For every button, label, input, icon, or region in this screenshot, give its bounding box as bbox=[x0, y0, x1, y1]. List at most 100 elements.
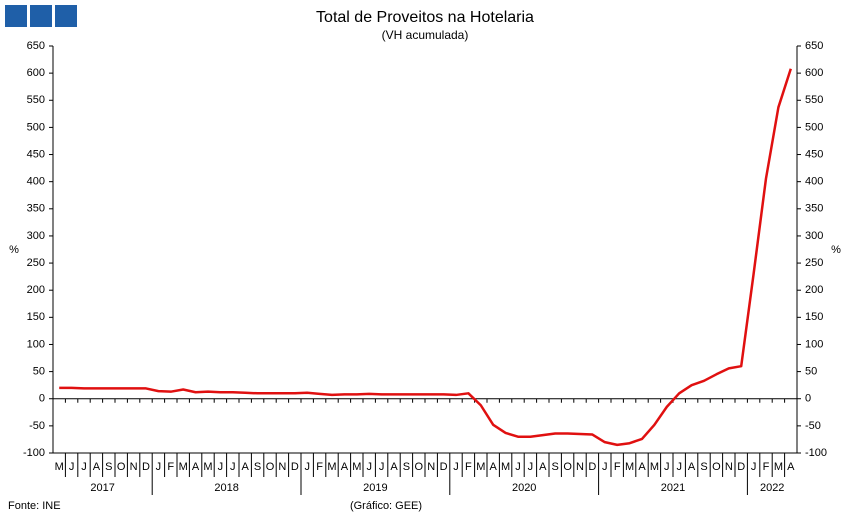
x-tick-label: M bbox=[650, 461, 659, 473]
x-tick-label: A bbox=[341, 461, 349, 473]
y2-tick-label: 500 bbox=[805, 121, 823, 133]
y2-tick-label: -100 bbox=[805, 447, 827, 459]
y-axis-label: % bbox=[9, 244, 19, 256]
y2-tick-label: 650 bbox=[805, 40, 823, 52]
x-tick-label: M bbox=[501, 461, 510, 473]
x-tick-label: O bbox=[712, 461, 721, 473]
year-label: 2017 bbox=[90, 482, 114, 494]
x-tick-label: F bbox=[465, 461, 472, 473]
data-line bbox=[59, 68, 792, 447]
y2-tick-label: 250 bbox=[805, 257, 823, 269]
x-tick-label: J bbox=[156, 461, 162, 473]
x-tick-label: J bbox=[676, 461, 682, 473]
chart-subtitle: (VH acumulada) bbox=[382, 28, 469, 42]
year-label: 2019 bbox=[363, 482, 387, 494]
x-tick-label: S bbox=[700, 461, 707, 473]
x-tick-label: F bbox=[167, 461, 174, 473]
logo-block bbox=[5, 5, 27, 27]
x-tick-label: M bbox=[352, 461, 361, 473]
x-tick-label: M bbox=[625, 461, 634, 473]
credit: (Gráfico: GEE) bbox=[350, 500, 422, 512]
x-tick-label: A bbox=[390, 461, 398, 473]
logo-block bbox=[30, 5, 52, 27]
x-tick-label: M bbox=[327, 461, 336, 473]
x-tick-label: M bbox=[774, 461, 783, 473]
y2-tick-label: 300 bbox=[805, 230, 823, 242]
y2-tick-label: 0 bbox=[805, 393, 811, 405]
y2-tick-label: -50 bbox=[805, 420, 821, 432]
x-tick-label: M bbox=[476, 461, 485, 473]
x-tick-label: O bbox=[117, 461, 126, 473]
x-tick-label: J bbox=[528, 461, 534, 473]
year-label: 2021 bbox=[661, 482, 685, 494]
y2-tick-label: 100 bbox=[805, 338, 823, 350]
y-tick-label: 150 bbox=[27, 311, 45, 323]
x-tick-label: J bbox=[602, 461, 608, 473]
y2-tick-label: 400 bbox=[805, 176, 823, 188]
year-label: 2020 bbox=[512, 482, 536, 494]
y2-tick-label: 450 bbox=[805, 148, 823, 160]
logo-block bbox=[55, 5, 77, 27]
x-tick-label: J bbox=[304, 461, 310, 473]
y-tick-label: 400 bbox=[27, 176, 45, 188]
x-tick-label: J bbox=[69, 461, 75, 473]
y-tick-label: 650 bbox=[27, 40, 45, 52]
x-tick-label: F bbox=[316, 461, 323, 473]
x-tick-label: A bbox=[242, 461, 250, 473]
x-tick-label: J bbox=[379, 461, 385, 473]
x-tick-label: A bbox=[688, 461, 696, 473]
y-tick-label: 500 bbox=[27, 121, 45, 133]
x-tick-label: D bbox=[737, 461, 745, 473]
x-tick-label: O bbox=[266, 461, 275, 473]
x-tick-label: N bbox=[427, 461, 435, 473]
x-tick-label: M bbox=[55, 461, 64, 473]
x-tick-label: S bbox=[552, 461, 559, 473]
y-tick-label: 250 bbox=[27, 257, 45, 269]
x-tick-label: M bbox=[203, 461, 212, 473]
x-tick-label: J bbox=[515, 461, 521, 473]
x-tick-label: J bbox=[453, 461, 459, 473]
y2-tick-label: 50 bbox=[805, 366, 817, 378]
x-tick-label: A bbox=[192, 461, 200, 473]
source: Fonte: INE bbox=[8, 500, 61, 512]
x-tick-label: N bbox=[576, 461, 584, 473]
x-tick-label: J bbox=[81, 461, 87, 473]
x-tick-label: M bbox=[179, 461, 188, 473]
y-tick-label: 0 bbox=[39, 393, 45, 405]
x-tick-label: A bbox=[638, 461, 646, 473]
x-tick-label: N bbox=[130, 461, 138, 473]
y-tick-label: 100 bbox=[27, 338, 45, 350]
y-tick-label: -100 bbox=[23, 447, 45, 459]
x-tick-label: D bbox=[142, 461, 150, 473]
y2-tick-label: 350 bbox=[805, 203, 823, 215]
x-tick-label: O bbox=[563, 461, 572, 473]
year-label: 2018 bbox=[214, 482, 238, 494]
x-tick-label: F bbox=[763, 461, 770, 473]
y-tick-label: 600 bbox=[27, 67, 45, 79]
x-tick-label: D bbox=[291, 461, 299, 473]
x-tick-label: N bbox=[725, 461, 733, 473]
y-tick-label: 550 bbox=[27, 94, 45, 106]
x-tick-label: A bbox=[93, 461, 101, 473]
y2-tick-label: 200 bbox=[805, 284, 823, 296]
x-tick-label: S bbox=[403, 461, 410, 473]
x-tick-label: D bbox=[588, 461, 596, 473]
x-tick-label: D bbox=[440, 461, 448, 473]
x-tick-label: A bbox=[490, 461, 498, 473]
y-tick-label: 50 bbox=[33, 366, 45, 378]
x-tick-label: S bbox=[105, 461, 112, 473]
y-tick-label: -50 bbox=[29, 420, 45, 432]
y2-tick-label: 150 bbox=[805, 311, 823, 323]
y2-tick-label: 600 bbox=[805, 67, 823, 79]
x-tick-label: J bbox=[230, 461, 236, 473]
y2-tick-label: 550 bbox=[805, 94, 823, 106]
x-tick-label: J bbox=[366, 461, 372, 473]
x-tick-label: N bbox=[278, 461, 286, 473]
chart-title: Total de Proveitos na Hotelaria bbox=[316, 9, 534, 26]
x-tick-label: J bbox=[218, 461, 224, 473]
x-tick-label: S bbox=[254, 461, 261, 473]
x-tick-label: O bbox=[415, 461, 424, 473]
x-tick-label: A bbox=[787, 461, 795, 473]
y-tick-label: 200 bbox=[27, 284, 45, 296]
